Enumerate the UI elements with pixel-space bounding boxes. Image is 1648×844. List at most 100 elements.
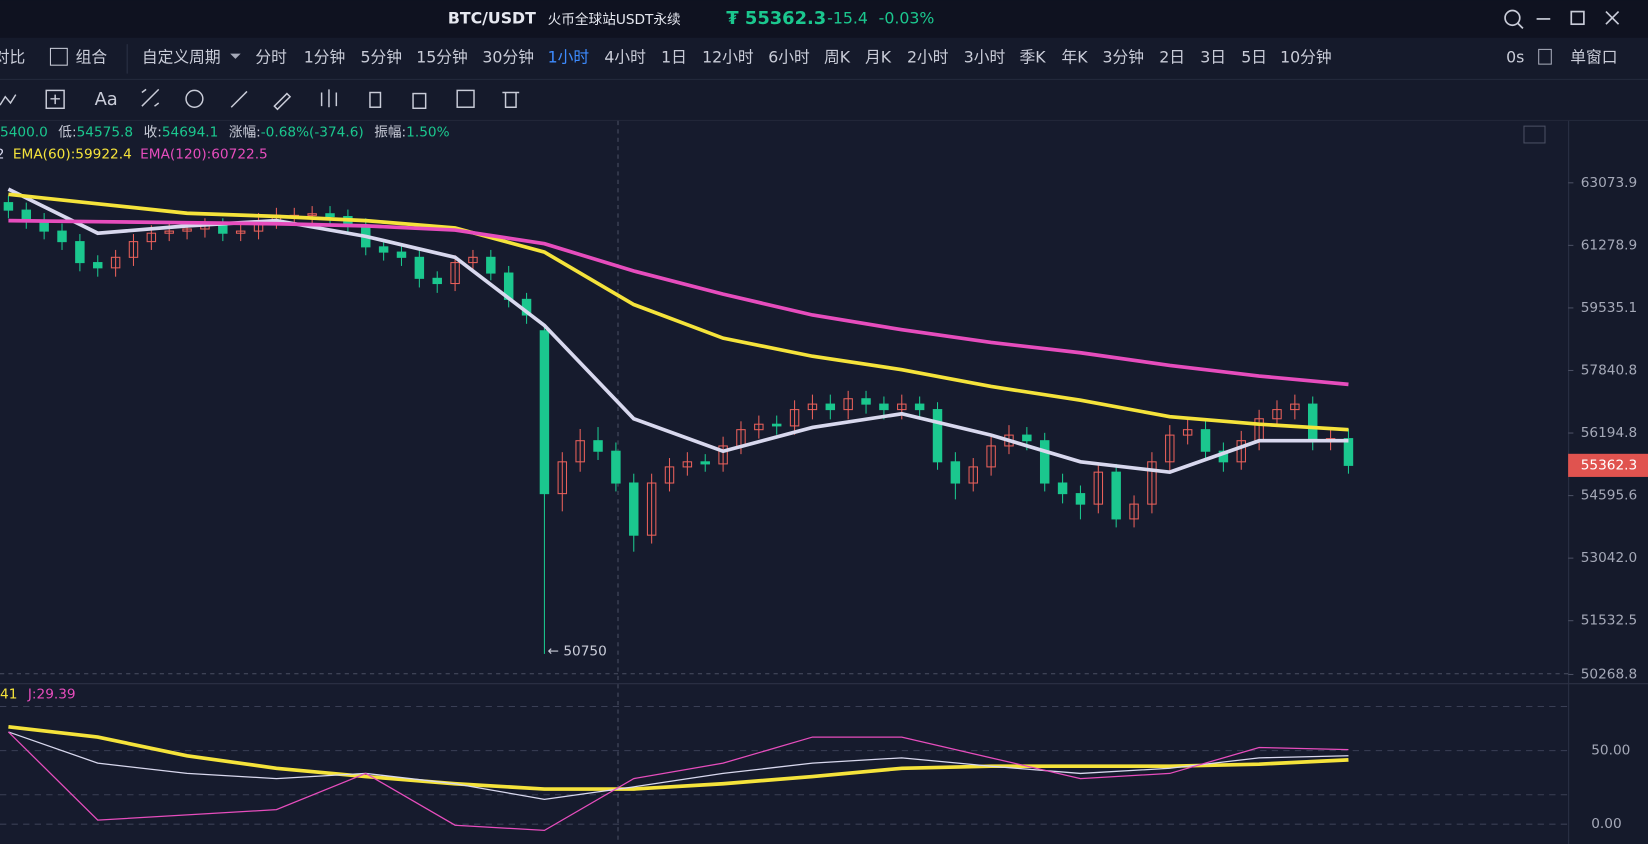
compare[interactable]: 对比 [0,47,25,66]
candle-body [1093,471,1104,505]
candle-body [1236,440,1246,463]
candle-body [1129,503,1139,520]
candle-body [1147,461,1157,505]
period[interactable]: 1分钟 [304,47,346,66]
kdj-line [8,731,1349,800]
period[interactable]: 年K [1062,47,1089,66]
candle-body [93,262,103,269]
symbol[interactable]: BTC/USDT [448,8,536,27]
period[interactable]: 2日 [1159,47,1185,66]
candle-body [1272,409,1282,420]
info-value: 54575.8 [77,124,133,140]
y-tick-label: 0.00 [1591,816,1621,832]
period[interactable]: 1小时 [548,47,590,66]
chart-layer: 自定义周期 分时 1分钟 5分钟 15分钟 30分钟 1小时 4小时 1日 12小时 6小时 周K 月K… [0,47,1648,832]
candle-body [539,330,550,495]
change-pct: -0.03% [879,8,935,27]
exchange: 火币全球站USDT永续 [548,11,681,28]
candle-body [486,256,496,274]
y-tick-label: 53042.0 [1581,550,1637,566]
candle-body [1075,493,1086,505]
period[interactable]: 15分钟 [416,47,468,66]
candle-body [468,256,478,264]
period[interactable]: 3小时 [964,47,1006,66]
last-price-box [1568,453,1648,477]
title-bar [0,0,1648,38]
candle-body [861,398,871,405]
draw-tools[interactable] [0,88,520,111]
period[interactable]: 季K [1019,47,1046,66]
candle-body [1307,403,1318,442]
y-tick-label: 57840.8 [1581,362,1637,378]
candle-body [235,230,246,234]
candle-body [1165,434,1175,463]
y-tick-label: 50268.8 [1581,666,1637,682]
candle-body [110,256,121,269]
period[interactable]: 周K [824,47,851,66]
period[interactable]: 2小时 [907,47,949,66]
period[interactable]: 6小时 [768,47,810,66]
period[interactable]: 自定义周期 [142,47,221,66]
price: ₮ 55362.3 [726,8,826,29]
candle-body [629,482,639,536]
tool-bar [0,79,1648,120]
info-label: 低: [58,124,76,140]
candle-body [575,440,585,463]
candle-body [771,423,782,427]
y-tick-label: 61278.9 [1581,237,1637,253]
candle-body [1111,471,1121,520]
period[interactable]: 5分钟 [361,47,403,66]
candle-body [432,277,442,285]
candle-body [128,241,139,258]
kdj-line [8,724,1349,791]
y-tick-label: 50.00 [1591,743,1630,759]
candle-body [1290,403,1300,411]
period[interactable]: 4小时 [604,47,646,66]
text-tool[interactable]: Aa [95,89,118,110]
window-controls[interactable] [1504,9,1620,29]
period[interactable]: 1日 [661,47,687,66]
candle-body [950,461,961,484]
candle-body [3,202,14,211]
candle-body [968,466,978,484]
combo[interactable]: 组合 [76,47,108,66]
info-value: -0.68%(-374.6) [261,124,364,140]
period[interactable]: 3日 [1200,47,1226,66]
period[interactable]: 30分钟 [482,47,534,66]
candle-body [897,403,907,411]
candle-body [307,213,317,216]
period[interactable]: 5日 [1241,47,1267,66]
window-mode[interactable]: 单窗口 [1570,47,1617,66]
expand[interactable] [1523,125,1546,144]
candle-body [146,232,157,243]
ma-line [8,192,1349,432]
ma-legend: EMA(120):60722.5 [140,147,268,163]
plot-bg [0,120,1569,844]
candle-body [879,403,889,411]
period[interactable]: 分时 [255,47,287,66]
candle-body [325,213,335,218]
period[interactable]: 月K [865,47,892,66]
period[interactable]: 3分钟 [1103,47,1145,66]
candle-body [754,423,764,431]
candle-body [646,482,657,536]
candle-body [396,251,407,258]
last-price: 55362.3 [1581,457,1637,473]
candle-body [182,228,192,232]
y-tick-label: 54595.6 [1581,488,1637,504]
candle-body [378,246,389,253]
kdj-legend: J:29.39 [27,687,76,703]
low-annotation: ← 50750 [548,644,607,660]
candle-body [414,256,425,279]
y-tick-label: 51532.5 [1581,613,1637,629]
period[interactable]: 10分钟 [1280,47,1332,66]
info-label: 振幅: [374,124,406,140]
y-tick-label: 59535.1 [1581,300,1637,316]
candle-body [682,461,693,468]
period-bar [0,37,1648,80]
period[interactable]: 12小时 [702,47,754,66]
info-value: 5400.0 [0,124,48,140]
candle-body [1200,429,1211,452]
info-value: 1.50% [406,124,449,140]
